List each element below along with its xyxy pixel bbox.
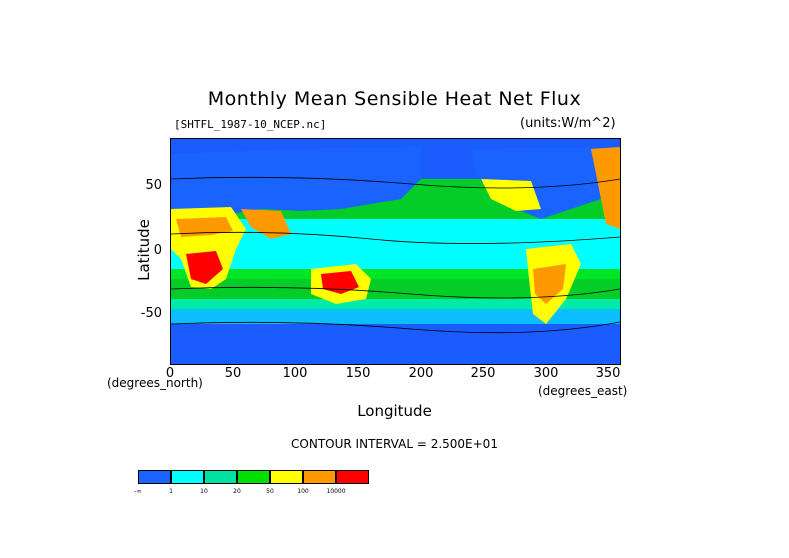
western-north-america <box>481 179 541 211</box>
legend-label: 100 <box>297 488 309 495</box>
x-tick-50: 50 <box>224 366 242 381</box>
south-america-warm <box>533 264 566 304</box>
europe-east-edge <box>591 147 620 229</box>
sahara-region <box>176 217 233 237</box>
y-tick-50: 50 <box>145 178 162 193</box>
x-tick-350: 350 <box>595 366 621 381</box>
x-tick-300: 300 <box>533 366 559 381</box>
y-tick-0: 0 <box>153 243 162 258</box>
antarctica <box>171 334 620 364</box>
legend-label: 20 <box>233 488 241 495</box>
southern-africa-hot <box>186 251 223 284</box>
legend-swatch <box>270 470 303 484</box>
x-tick-0: 0 <box>165 366 175 381</box>
eurasia-land <box>171 147 421 224</box>
legend-swatch <box>303 470 336 484</box>
contour-line <box>171 231 620 244</box>
legend-label: 1 <box>169 488 173 495</box>
legend-swatch <box>237 470 270 484</box>
legend-label: 10 <box>200 488 208 495</box>
flux-map-svg <box>171 139 620 364</box>
legend-swatch <box>171 470 204 484</box>
legend-swatch <box>204 470 237 484</box>
contour-line <box>171 321 620 334</box>
contour-interval: CONTOUR INTERVAL = 2.500E+01 <box>291 437 498 451</box>
contour-line <box>171 286 620 299</box>
legend-swatch <box>138 470 171 484</box>
x-axis-label: Longitude <box>357 402 432 420</box>
legend-label: 50 <box>266 488 274 495</box>
x-tick-200: 200 <box>408 366 434 381</box>
x-tick-150: 150 <box>345 366 371 381</box>
legend-label: 10000 <box>326 488 346 495</box>
x-axis-unit: (degrees_east) <box>538 384 628 398</box>
australia-hot <box>321 271 359 294</box>
x-tick-250: 250 <box>470 366 496 381</box>
y-tick-minus50: -50 <box>140 306 162 321</box>
contour-line <box>171 176 620 189</box>
flux-map <box>170 138 621 365</box>
units-label: (units:W/m^2) <box>520 116 616 131</box>
legend-swatch <box>336 470 369 484</box>
y-axis-unit: (degrees_north) <box>107 376 203 390</box>
arabia-india-land <box>241 209 291 239</box>
file-label: [SHTFL_1987-10_NCEP.nc] <box>174 118 327 131</box>
x-tick-100: 100 <box>282 366 308 381</box>
chart-title: Monthly Mean Sensible Heat Net Flux <box>207 88 582 110</box>
legend-label: -∞ <box>134 488 142 495</box>
